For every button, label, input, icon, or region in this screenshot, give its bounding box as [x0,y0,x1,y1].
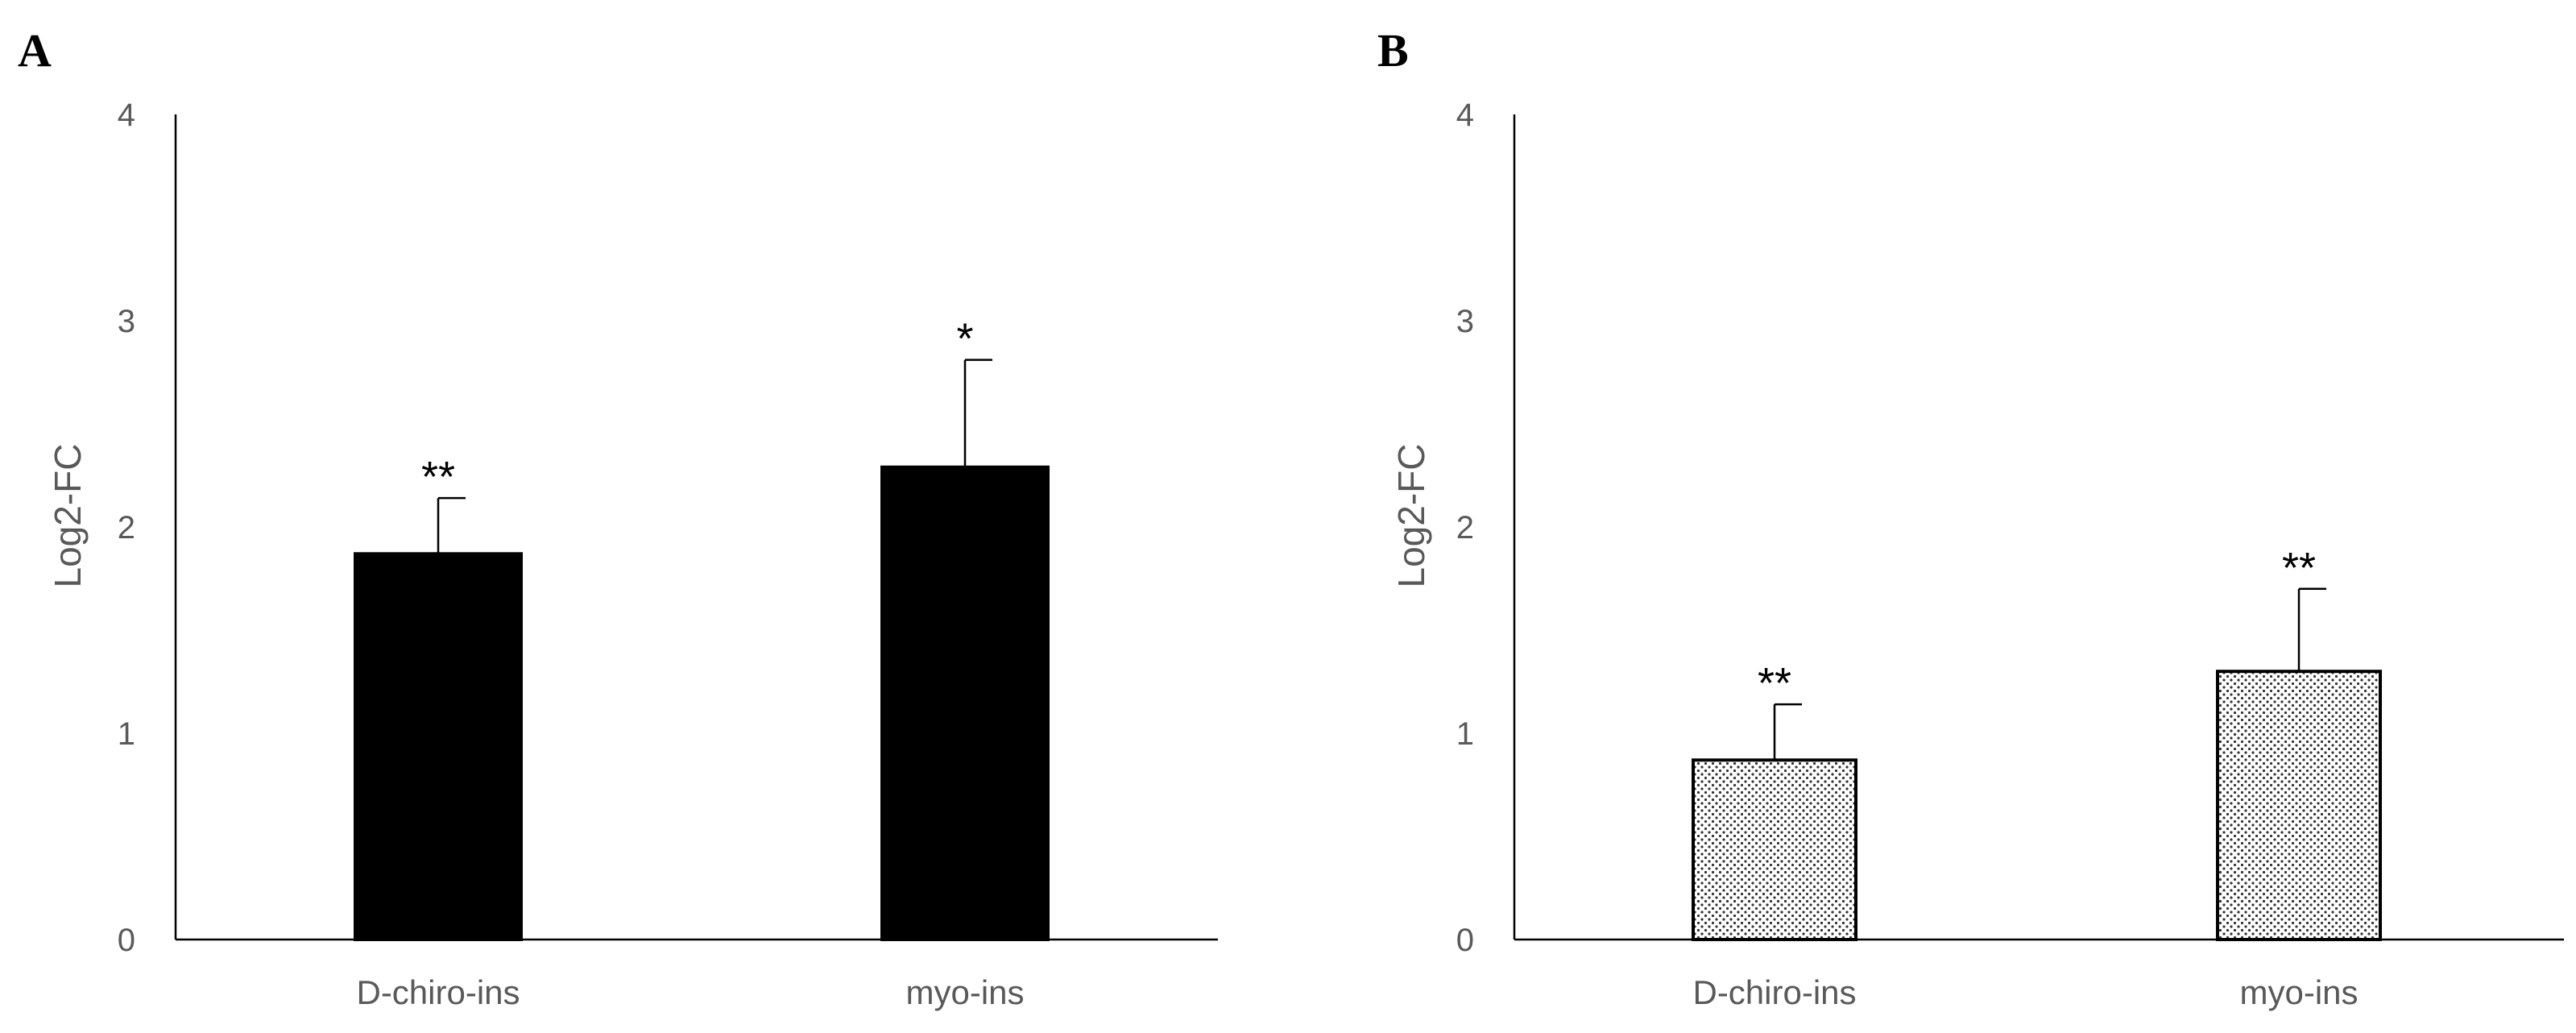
panel-a-y-tick-label: 2 [118,510,135,546]
panel-b-category-label: myo-ins [2239,973,2358,1011]
panel-b-y-tick-label: 2 [1456,510,1474,546]
panel-a-y-tick-label: 4 [118,97,135,133]
panel-a-significance-label: * [956,315,973,363]
panel-a-y-tick-label: 1 [118,716,135,752]
chart-panel-b: B Log2-FC 0 1 2 3 4 ** D-chiro-ins ** myo-ins [1377,24,2564,1011]
panel-a-bar [880,465,1050,941]
panel-b-label: B [1377,24,1409,77]
panel-b-bar [1692,758,1857,942]
panel-a-label: A [18,24,52,77]
panel-a-category-label: D-chiro-ins [356,973,520,1011]
panel-b-significance-label: ** [2282,544,2316,592]
panel-a-y-axis-title: Log2-FC [47,444,89,588]
panel-a-significance-label: ** [421,453,455,501]
panel-a-y-tick-label: 0 [118,923,135,958]
panel-b-y-tick-label: 0 [1456,923,1474,958]
panel-b-bar [2216,670,2382,941]
panel-a-category-label: myo-ins [905,973,1024,1011]
panel-a-y-tick-label: 3 [118,304,135,339]
panel-b-y-axis-title: Log2-FC [1390,444,1432,588]
panel-b-significance-label: ** [1758,659,1791,707]
panel-b-y-tick-label: 1 [1456,716,1474,752]
panel-b-y-tick-label: 3 [1456,304,1474,339]
chart-panel-a: A Log2-FC 0 1 2 3 4 ** D-chiro-ins * myo-ins [18,24,1218,1011]
panel-b-y-tick-label: 4 [1456,97,1474,133]
panel-a-bar [354,552,523,942]
panel-b-category-label: D-chiro-ins [1692,973,1856,1011]
